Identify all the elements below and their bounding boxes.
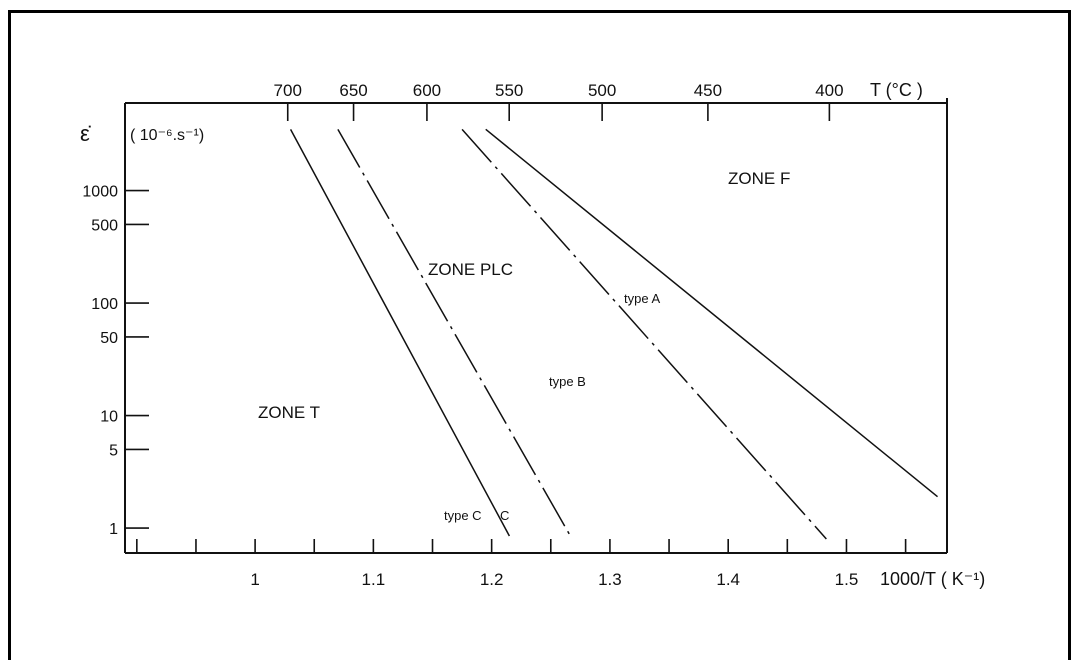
top-tick-label: 650 — [339, 81, 367, 100]
type-b-label: type B — [549, 374, 586, 389]
top-tick-label: 600 — [413, 81, 441, 100]
x-axis-title: 1000/T ( K⁻¹) — [880, 569, 985, 589]
zone-f-label: ZONE F — [728, 169, 790, 188]
boundary-curve-3 — [461, 128, 827, 540]
top-tick-label: 400 — [815, 81, 843, 100]
figure-frame — [8, 10, 1071, 660]
x-tick-label: 1.5 — [835, 570, 859, 589]
top-tick-label: 550 — [495, 81, 523, 100]
y-axis-symbol: ε̇ — [80, 121, 91, 146]
top-tick-label: 700 — [274, 81, 302, 100]
x-tick-label: 1.2 — [480, 570, 504, 589]
y-tick-label: 100 — [91, 296, 118, 313]
top-tick-label: 450 — [694, 81, 722, 100]
boundary-curve-1 — [289, 128, 511, 537]
zone-t-label: ZONE T — [258, 403, 320, 422]
x-tick-label: 1 — [250, 570, 259, 589]
x-tick-label: 1.1 — [362, 570, 386, 589]
y-tick-label: 1 — [109, 521, 118, 538]
top-tick-label: 500 — [588, 81, 616, 100]
x-tick-label: 1.3 — [598, 570, 622, 589]
type-a-label: type A — [624, 291, 660, 306]
y-tick-label: 1000 — [82, 184, 118, 201]
x-tick-label: 1.4 — [716, 570, 740, 589]
y-tick-label: 5 — [109, 442, 118, 459]
boundary-curve-2 — [337, 128, 573, 540]
y-axis-unit-label: ( 10⁻⁶.s⁻¹) — [130, 127, 204, 144]
top-axis-title: T (°C ) — [870, 80, 923, 100]
y-tick-label: 50 — [100, 330, 118, 347]
boundary-curve-4 — [485, 128, 939, 498]
type-c-label-left: type C — [444, 508, 482, 523]
y-tick-label: 10 — [100, 409, 118, 426]
zone-plc-label: ZONE PLC — [428, 260, 513, 279]
type-c-label-right: C — [500, 508, 509, 523]
y-tick-label: 500 — [91, 217, 118, 234]
